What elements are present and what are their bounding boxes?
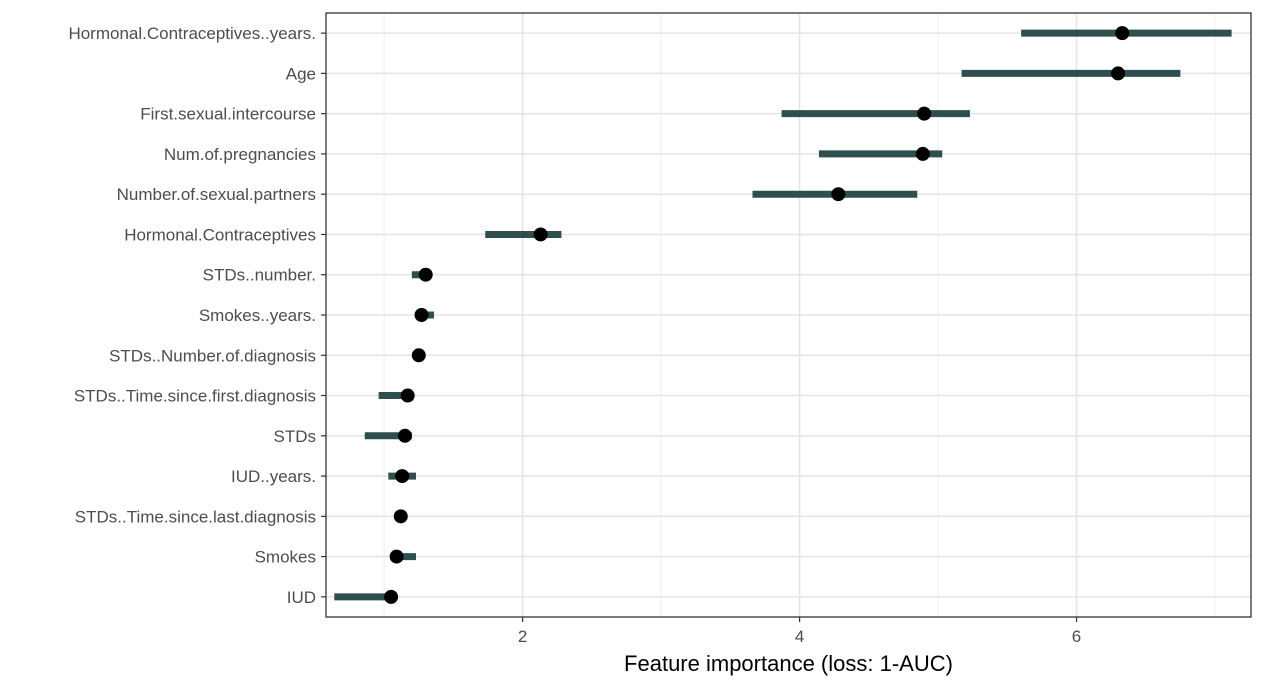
y-tick-label: STDs [274, 427, 317, 446]
y-tick-label: STDs..Number.of.diagnosis [109, 346, 316, 365]
y-tick-label: Hormonal.Contraceptives..years. [68, 24, 316, 43]
x-tick-label: 6 [1072, 627, 1081, 646]
y-tick-label: First.sexual.intercourse [140, 105, 316, 124]
importance-point [414, 308, 429, 322]
importance-point [1115, 26, 1130, 41]
importance-point [389, 549, 404, 564]
importance-point [533, 227, 548, 242]
y-tick-label: IUD..years. [231, 467, 316, 486]
importance-point [397, 428, 412, 443]
grid-layer [326, 13, 1251, 617]
importance-point [418, 267, 433, 282]
importance-point [384, 589, 399, 604]
importance-point [411, 348, 426, 363]
x-axis: 2 4 6 [518, 617, 1081, 646]
importance-point [393, 509, 408, 524]
y-tick-label: Age [286, 64, 316, 83]
importance-point [1111, 66, 1126, 81]
y-tick-label: Num.of.pregnancies [164, 145, 316, 164]
y-tick-label: IUD [287, 588, 316, 607]
y-tick-label: Hormonal.Contraceptives [124, 225, 316, 244]
y-tick-label: Number.of.sexual.partners [117, 185, 316, 204]
importance-point [915, 146, 930, 161]
y-tick-label: Smokes [255, 548, 316, 567]
point-layer [384, 26, 1130, 604]
x-tick-label: 4 [795, 627, 804, 646]
y-tick-label: STDs..number. [203, 266, 316, 285]
x-axis-title: Feature importance (loss: 1-AUC) [624, 651, 953, 676]
y-tick-label: STDs..Time.since.first.diagnosis [74, 387, 316, 406]
y-tick-label: STDs..Time.since.last.diagnosis [75, 507, 316, 526]
importance-point [400, 388, 415, 403]
x-tick-label: 2 [518, 627, 527, 646]
y-tick-label: Smokes..years. [199, 306, 316, 325]
y-axis: Hormonal.Contraceptives..years. Age First.… [68, 24, 326, 607]
importance-point [917, 106, 932, 121]
importance-point [831, 187, 846, 202]
importance-point [395, 469, 410, 484]
